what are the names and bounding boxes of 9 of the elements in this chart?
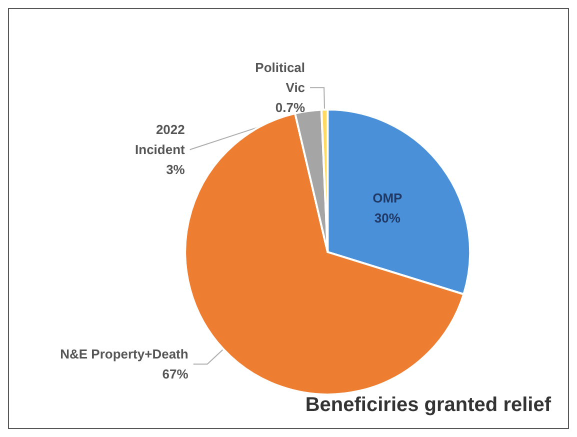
slice-label: Political Vic <box>255 60 306 96</box>
slice-label: OMP <box>372 190 403 206</box>
slice-label: 2022 Incident <box>135 122 186 158</box>
data-label: 67% <box>162 366 189 382</box>
slice-label: N&E Property+Death <box>60 346 188 362</box>
data-label: 3% <box>166 162 186 178</box>
data-label: 30% <box>374 210 401 226</box>
data-label: 0.7% <box>275 100 306 116</box>
text: Beneficiries granted relief <box>305 394 552 416</box>
